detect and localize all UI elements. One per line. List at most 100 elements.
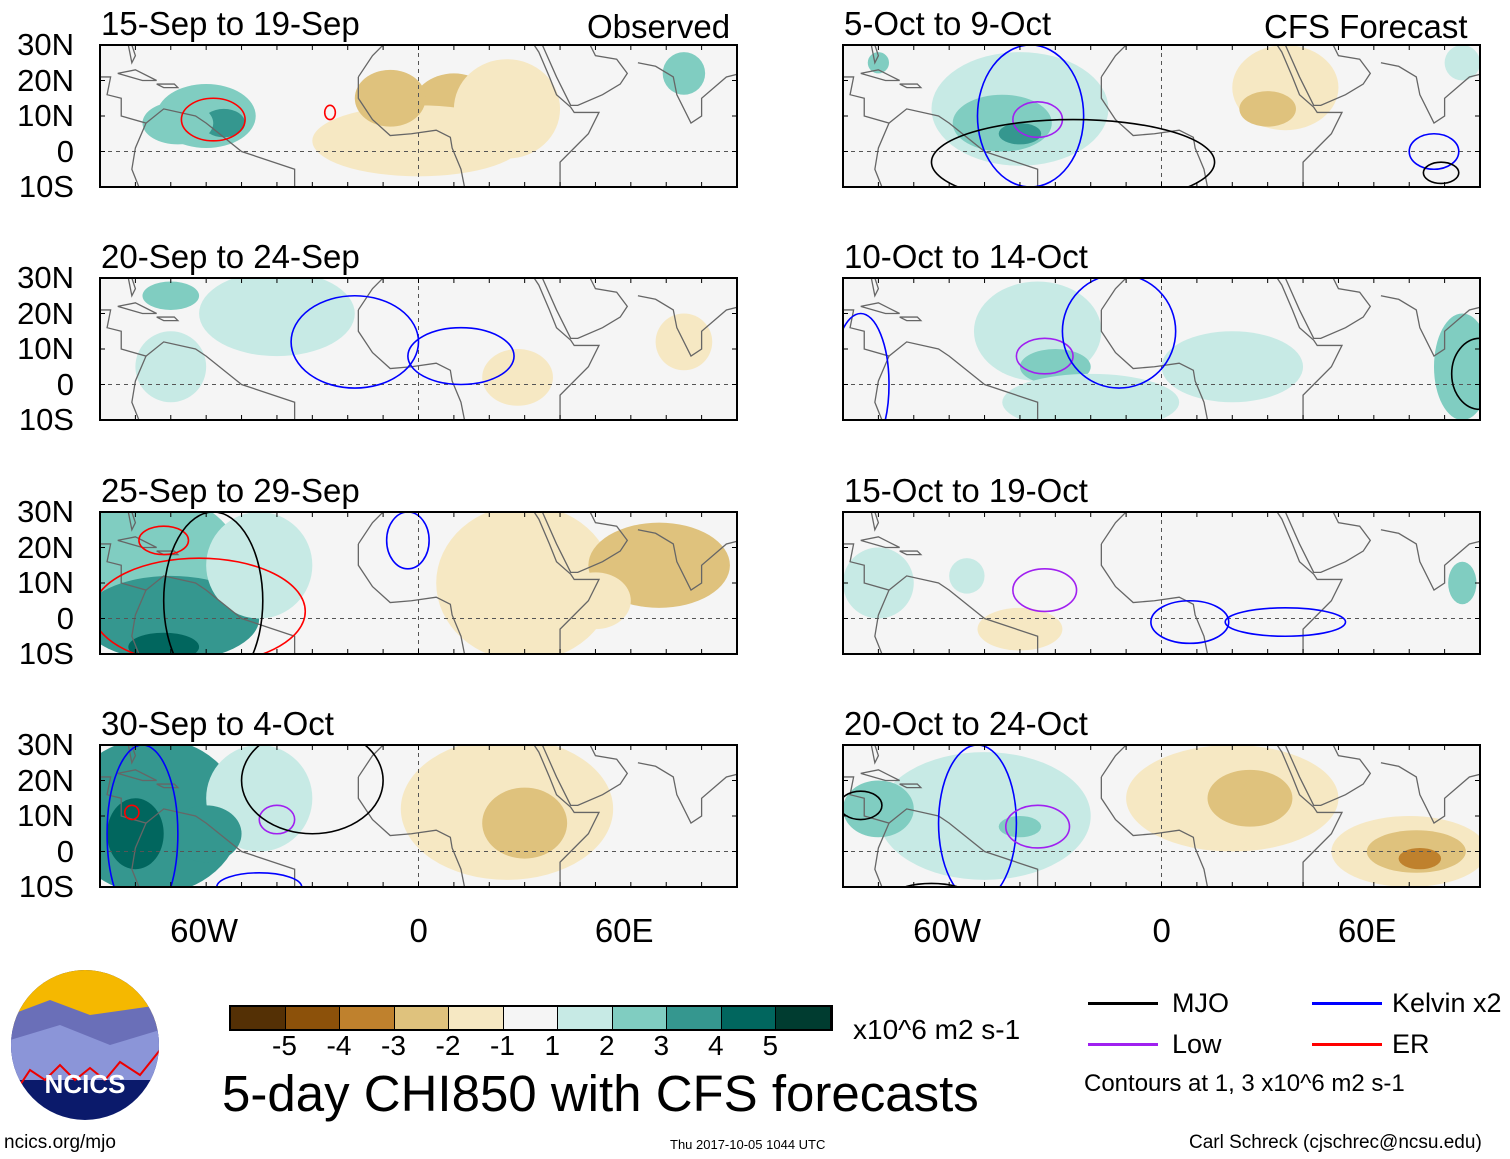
coastline (860, 536, 900, 549)
panel-title: 30-Sep to 4-Oct (101, 705, 334, 742)
coastline (100, 543, 147, 654)
coastline (860, 302, 900, 315)
wave-contour (1224, 607, 1347, 638)
coastline (117, 69, 157, 82)
colorbar-units: x10^6 m2 s-1 (853, 1014, 1021, 1045)
legend-line-low (1088, 1043, 1158, 1046)
anomaly-shading (998, 123, 1042, 145)
wave-contour (1150, 599, 1230, 645)
colorbar-swatch (667, 1007, 722, 1029)
wave-contour (138, 525, 190, 556)
contour-note: Contours at 1, 3 x10^6 m2 s-1 (1084, 1070, 1405, 1097)
panel-title: 10-Oct to 14-Oct (844, 238, 1088, 275)
map-panel (99, 44, 738, 188)
anomaly-shading (867, 52, 890, 74)
lat-tick-label: 20N (17, 295, 74, 331)
panel-title: 5-Oct to 9-Oct (844, 5, 1052, 42)
legend-line-er (1312, 1043, 1382, 1046)
coastline (541, 745, 629, 806)
colorbar-swatch (449, 1007, 504, 1029)
map-panel (842, 511, 1481, 655)
footer-url: ncics.org/mjo (4, 1132, 116, 1153)
lat-tick-label: 30N (17, 260, 74, 295)
coastline (100, 776, 147, 887)
coastline (637, 295, 737, 358)
coastline (100, 309, 147, 420)
wave-contour (323, 104, 337, 121)
map-panel (99, 744, 738, 888)
wave-contour (1004, 804, 1071, 849)
lon-tick-label: 60E (594, 912, 654, 949)
lat-tick-label: 0 (56, 600, 74, 636)
anomaly-shading (1161, 331, 1304, 403)
legend-low: Low (1172, 1029, 1222, 1059)
footer-author: Carl Schreck (cjschrec@ncsu.edu) (1189, 1132, 1482, 1153)
coastline (899, 83, 923, 89)
colorbar-label: 4 (708, 1030, 724, 1061)
coastline (888, 341, 1039, 420)
anomaly-shading (1398, 847, 1442, 870)
coastline (899, 783, 923, 789)
anomaly-shading (1448, 561, 1477, 605)
anomaly-shading (1239, 91, 1296, 127)
lon-tick-label: 60E (1337, 912, 1397, 949)
wave-contour (100, 557, 307, 654)
colorbar-label: -2 (435, 1030, 461, 1061)
wave-contour (162, 512, 264, 654)
colorbar-swatch (285, 1007, 340, 1029)
anomaly-shading (1444, 45, 1480, 81)
colorbar-label: 3 (653, 1030, 670, 1061)
anomaly-shading (952, 94, 1052, 152)
anomaly-shading (107, 798, 164, 870)
figure-title: 5-day CHI850 with CFS forecasts (222, 1065, 979, 1122)
coastline (127, 278, 137, 298)
lat-tick-label: 10S (18, 869, 74, 904)
legend-kelvin: Kelvin x2 (1392, 988, 1502, 1018)
coastline (1100, 278, 1344, 420)
anomaly-shading (135, 331, 207, 403)
wave-contour (180, 97, 246, 142)
colorbar (229, 1005, 833, 1031)
wave-contour (385, 512, 430, 570)
anomaly-shading (142, 101, 214, 145)
coastline (127, 745, 137, 765)
colorbar-swatch (776, 1007, 831, 1029)
colorbar-label: 2 (599, 1030, 615, 1061)
lat-tick-label: 10S (18, 636, 74, 671)
colorbar-label: 1 (544, 1030, 561, 1061)
wave-contour (215, 872, 303, 887)
colorbar-label: -4 (326, 1030, 352, 1061)
lat-tick-label: 20N (17, 62, 74, 98)
anomaly-shading (662, 52, 706, 95)
map-panel (842, 277, 1481, 421)
anomaly-shading (843, 547, 914, 619)
coastline (1380, 762, 1480, 825)
colorbar-swatch (612, 1007, 667, 1029)
wave-contour (843, 312, 890, 420)
coastline (1284, 278, 1372, 339)
panel-title: 25-Sep to 29-Sep (101, 472, 360, 509)
anomaly-shading (1434, 313, 1480, 420)
anomaly-shading (202, 108, 246, 138)
coastline (870, 512, 880, 532)
anomaly-shading (453, 59, 561, 159)
coastline (888, 808, 1039, 887)
lat-tick-label: 10S (18, 402, 74, 437)
coastline (899, 316, 923, 322)
coastline (357, 45, 601, 187)
coastline (888, 575, 1039, 654)
map-panel (842, 44, 1481, 188)
wave-contour (843, 790, 883, 821)
coastline (843, 309, 890, 420)
map-panel (99, 511, 738, 655)
lat-tick-label: 0 (56, 833, 74, 869)
coastline (1380, 62, 1480, 125)
coastline (127, 512, 137, 532)
panel-title: 20-Oct to 24-Oct (844, 705, 1088, 742)
anomaly-shading (977, 607, 1063, 651)
wave-contour (258, 804, 296, 835)
coastline (145, 341, 296, 420)
coastline (843, 543, 890, 654)
coastline (870, 745, 880, 765)
colorbar-label: -1 (490, 1030, 515, 1061)
